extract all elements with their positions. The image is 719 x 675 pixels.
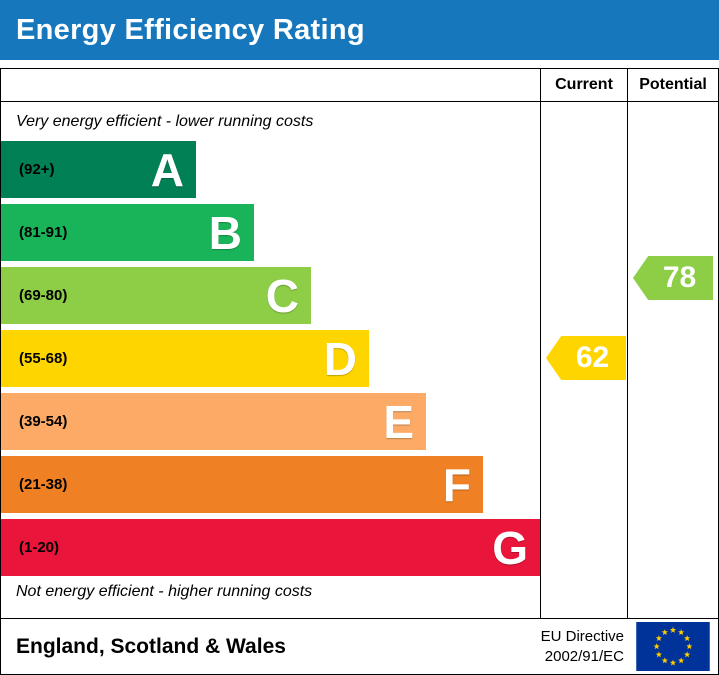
epc-chart: Current Potential Very energy efficient … xyxy=(0,68,719,619)
rating-band-f: (21-38) F xyxy=(1,456,483,513)
rating-band-c: (69-80) C xyxy=(1,267,311,324)
title-bar: Energy Efficiency Rating xyxy=(0,0,719,60)
band-range-label: (1-20) xyxy=(19,539,60,556)
band-letter: E xyxy=(383,395,414,448)
potential-rating-indicator: 78 xyxy=(633,256,713,300)
band-letter: B xyxy=(208,206,242,259)
column-header-current: Current xyxy=(555,76,613,93)
band-letter: A xyxy=(150,143,184,196)
current-rating-value: 62 xyxy=(575,341,610,374)
rating-band-g: (1-20) G xyxy=(1,519,540,576)
column-header-row xyxy=(1,69,718,102)
eu-flag-icon xyxy=(636,622,710,671)
top-note: Very energy efficient - lower running co… xyxy=(16,113,314,130)
band-letter: D xyxy=(323,332,357,385)
band-range-label: (69-80) xyxy=(19,287,68,304)
rating-band-b: (81-91) B xyxy=(1,204,254,261)
band-range-label: (92+) xyxy=(19,161,55,178)
band-range-label: (81-91) xyxy=(19,224,68,241)
bottom-note: Not energy efficient - higher running co… xyxy=(16,583,313,600)
current-column-divider xyxy=(540,69,541,618)
rating-band-d: (55-68) D xyxy=(1,330,369,387)
band-letter: F xyxy=(442,458,471,511)
region-label: England, Scotland & Wales xyxy=(16,634,286,658)
potential-column-divider xyxy=(627,69,628,618)
column-header-potential: Potential xyxy=(639,76,707,93)
eu-directive-line1: EU Directive xyxy=(540,628,624,645)
band-range-label: (39-54) xyxy=(19,413,68,430)
current-rating-indicator: 62 xyxy=(546,336,626,380)
potential-rating-value: 78 xyxy=(662,261,697,294)
footer: England, Scotland & Wales EU Directive 2… xyxy=(0,619,719,675)
eu-directive-text: EU Directive 2002/91/EC xyxy=(541,627,624,666)
band-range-label: (55-68) xyxy=(19,350,68,367)
band-letter: C xyxy=(265,269,299,322)
page-title: Energy Efficiency Rating xyxy=(16,13,365,46)
rating-band-e: (39-54) E xyxy=(1,393,426,450)
band-range-label: (21-38) xyxy=(19,476,68,493)
rating-band-a: (92+) A xyxy=(1,141,196,198)
band-letter: G xyxy=(492,521,528,574)
eu-directive-line2: 2002/91/EC xyxy=(544,647,624,665)
